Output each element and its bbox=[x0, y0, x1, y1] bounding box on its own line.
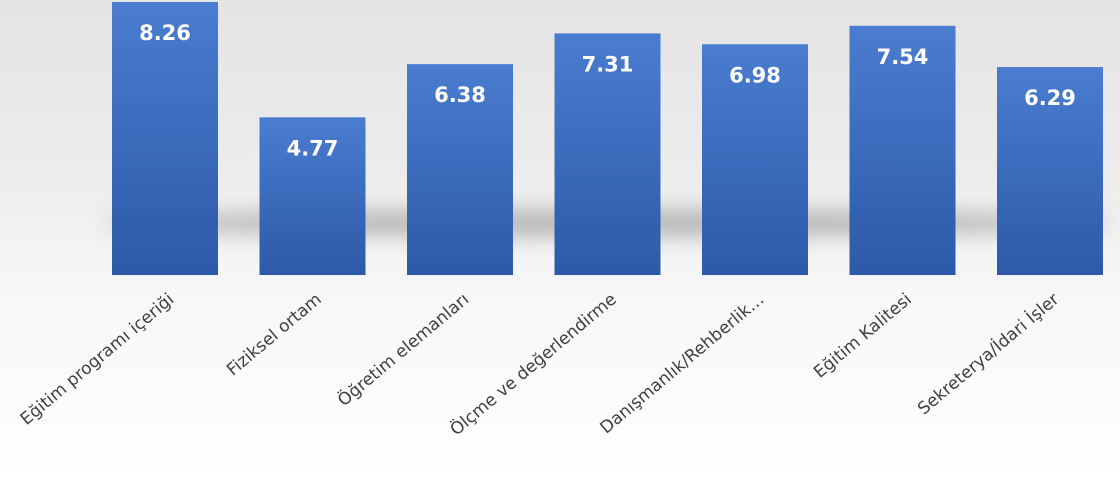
data-label-ogretim-elemanlari: 6.38 bbox=[434, 83, 486, 107]
bars bbox=[112, 2, 1103, 276]
data-label-sekreterya-idari-isler: 6.29 bbox=[1024, 86, 1076, 110]
data-label-egitim-programi-icerigi: 8.26 bbox=[139, 21, 191, 45]
bar-olcme-ve-degerlendirme bbox=[554, 33, 661, 276]
category-label-sekreterya-idari-isler: Sekreterya/İdari İşler bbox=[913, 289, 1063, 419]
data-label-fiziksel-ortam: 4.77 bbox=[287, 136, 339, 160]
bar-danismanlik-rehberlik bbox=[702, 44, 808, 275]
data-label-danismanlik-rehberlik: 6.98 bbox=[729, 63, 781, 87]
category-label-olcme-ve-degerlendirme: Ölçme ve değerlendirme bbox=[445, 288, 620, 440]
data-label-olcme-ve-degerlendirme: 7.31 bbox=[582, 52, 634, 76]
bar-fiziksel-ortam bbox=[259, 117, 366, 275]
category-label-fiziksel-ortam: Fiziksel ortam bbox=[223, 290, 326, 381]
category-label-ogretim-elemanlari: Öğretim elemanları bbox=[333, 288, 473, 411]
category-label-danismanlik-rehberlik: Danışmanlık/Rehberlik… bbox=[596, 290, 768, 439]
data-label-egitim-kalitesi: 7.54 bbox=[877, 45, 929, 69]
category-labels: Eğitim programı içeriği Fiziksel ortam Öğr… bbox=[17, 288, 1064, 440]
bar-sekreterya-idari-isler bbox=[997, 67, 1103, 275]
category-label-egitim-kalitesi: Eğitim Kalitesi bbox=[810, 290, 916, 383]
bar-egitim-kalitesi bbox=[849, 25, 956, 275]
data-labels: 8.26 4.77 6.38 7.31 6.98 7.54 6.29 bbox=[139, 21, 1076, 160]
bar-ogretim-elemanlari bbox=[407, 64, 513, 275]
category-label-egitim-programi-icerigi: Eğitim programı içeriği bbox=[17, 290, 179, 430]
bar-egitim-programi-icerigi bbox=[112, 2, 218, 275]
